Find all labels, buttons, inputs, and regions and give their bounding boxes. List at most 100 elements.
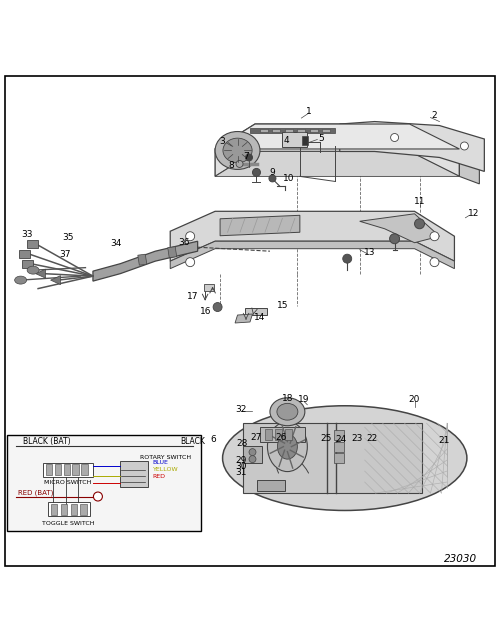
Text: 4: 4	[283, 136, 288, 145]
Bar	[334, 442, 344, 451]
Text: RED: RED	[153, 474, 166, 479]
Ellipse shape	[269, 175, 276, 182]
Text: 30: 30	[236, 462, 247, 471]
Ellipse shape	[215, 132, 260, 169]
Ellipse shape	[223, 138, 252, 163]
Bar	[22, 259, 32, 268]
Ellipse shape	[14, 276, 26, 284]
Text: 31: 31	[236, 467, 247, 476]
Text: 11: 11	[414, 197, 426, 206]
Polygon shape	[168, 247, 176, 257]
Ellipse shape	[390, 234, 400, 244]
Text: 23030: 23030	[444, 554, 477, 564]
Polygon shape	[360, 214, 440, 243]
Ellipse shape	[222, 406, 467, 510]
Text: 36: 36	[178, 238, 190, 247]
Ellipse shape	[186, 257, 194, 266]
Ellipse shape	[430, 232, 439, 241]
Text: 12: 12	[468, 209, 479, 218]
Bar	[46, 464, 52, 475]
Bar	[50, 504, 57, 515]
Ellipse shape	[277, 403, 298, 420]
Text: MICRO SWITCH: MICRO SWITCH	[44, 480, 92, 485]
Text: 28: 28	[237, 438, 248, 447]
Bar	[260, 427, 305, 442]
Bar	[265, 429, 272, 440]
Polygon shape	[170, 211, 454, 261]
Bar	[260, 128, 268, 132]
Bar	[334, 453, 344, 463]
Polygon shape	[235, 314, 252, 323]
Bar	[204, 284, 214, 291]
Ellipse shape	[236, 160, 243, 168]
Ellipse shape	[414, 219, 424, 229]
Text: 15: 15	[276, 300, 288, 309]
Bar	[242, 446, 262, 463]
Polygon shape	[245, 308, 268, 315]
Text: 18: 18	[282, 394, 293, 403]
Text: RED (BAT): RED (BAT)	[18, 490, 54, 496]
Text: 19: 19	[298, 395, 310, 404]
Text: 35: 35	[62, 233, 74, 242]
Text: BLACK (BAT): BLACK (BAT)	[23, 437, 71, 446]
Bar	[282, 132, 308, 148]
Bar	[120, 460, 148, 487]
Bar	[82, 464, 88, 475]
Text: 25: 25	[320, 434, 332, 443]
Bar	[54, 464, 61, 475]
Text: 13: 13	[364, 248, 376, 257]
Ellipse shape	[460, 142, 468, 150]
Bar	[72, 464, 79, 475]
Bar	[70, 504, 77, 515]
Bar	[43, 463, 93, 476]
Text: 23: 23	[352, 434, 363, 443]
Bar	[322, 128, 330, 132]
Text: 9: 9	[270, 168, 276, 177]
Text: ROTARY SWITCH: ROTARY SWITCH	[140, 455, 192, 460]
Ellipse shape	[249, 456, 256, 463]
Text: 5: 5	[318, 134, 324, 143]
Polygon shape	[170, 241, 454, 268]
Text: 17: 17	[187, 291, 198, 300]
Polygon shape	[215, 124, 460, 149]
Text: 10: 10	[283, 174, 294, 183]
Text: YELLOW: YELLOW	[153, 467, 178, 472]
Ellipse shape	[94, 492, 102, 501]
Bar	[80, 504, 87, 515]
Bar	[285, 128, 293, 132]
Text: 1: 1	[306, 107, 312, 116]
Text: 26: 26	[276, 433, 287, 442]
Bar	[26, 239, 38, 248]
Ellipse shape	[278, 434, 297, 459]
Bar	[19, 250, 30, 257]
Polygon shape	[340, 121, 484, 171]
Ellipse shape	[27, 266, 39, 274]
Ellipse shape	[270, 398, 305, 426]
Bar	[60, 504, 67, 515]
Text: BLACK: BLACK	[180, 437, 205, 446]
Polygon shape	[50, 275, 60, 284]
Text: 37: 37	[60, 250, 72, 259]
Bar	[48, 503, 90, 516]
Polygon shape	[36, 269, 46, 278]
Text: 7: 7	[243, 152, 249, 161]
Text: TOGGLE SWITCH: TOGGLE SWITCH	[42, 521, 94, 526]
Text: 33: 33	[21, 230, 32, 239]
Text: 8: 8	[228, 161, 234, 170]
Bar	[242, 423, 422, 493]
Bar	[302, 136, 308, 145]
Text: 2: 2	[432, 111, 438, 120]
Text: 32: 32	[236, 405, 246, 414]
Bar	[285, 429, 292, 440]
Ellipse shape	[186, 232, 194, 241]
Bar	[64, 464, 70, 475]
Ellipse shape	[430, 257, 439, 266]
Text: 21: 21	[439, 436, 450, 445]
Ellipse shape	[213, 302, 222, 311]
Bar	[334, 429, 344, 440]
Bar	[310, 128, 318, 132]
Ellipse shape	[342, 254, 351, 263]
Text: 24: 24	[336, 435, 347, 444]
Ellipse shape	[268, 422, 308, 472]
Text: 14: 14	[254, 313, 266, 322]
